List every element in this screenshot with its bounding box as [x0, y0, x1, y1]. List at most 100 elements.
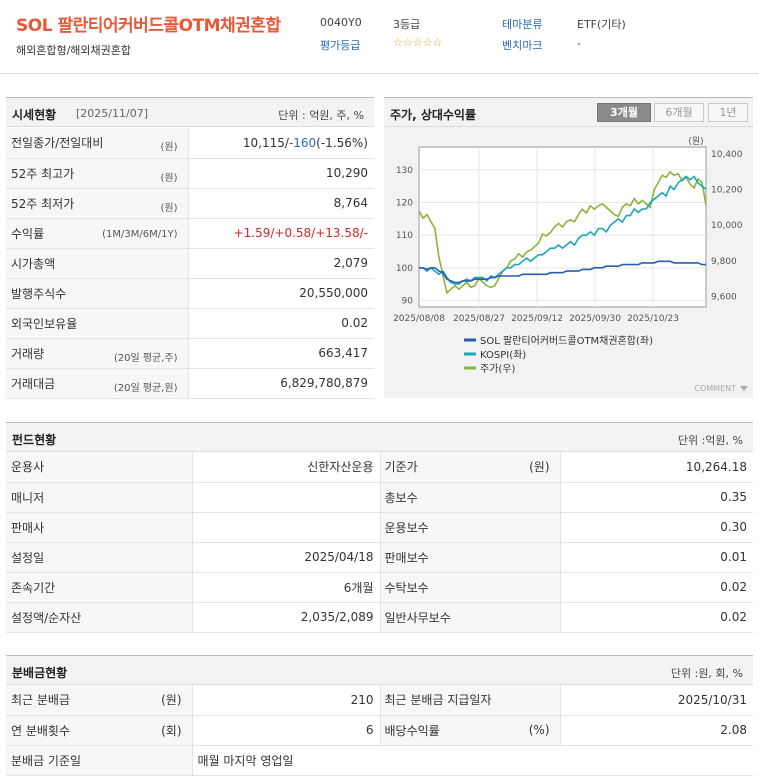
dividend-right-unit: (%): [500, 715, 561, 746]
price-unit: 단위 : 억원, 주, %: [278, 109, 364, 122]
fund-right-unit: [500, 482, 561, 513]
fund-right-label: 총보수: [380, 482, 500, 513]
price-row-label-cell: 외국인보유율: [6, 308, 189, 339]
dividend-section-title: 분배금현황: [12, 666, 68, 680]
price-row: 거래량 (20일 평균,주) 663,417: [6, 338, 374, 369]
dividend-left-unit: (원): [102, 685, 193, 716]
price-row-value: 663,417: [318, 346, 368, 360]
fund-right-unit: [500, 542, 561, 573]
fund-right-label: 기준가: [380, 452, 500, 483]
fund-right-label: 일반사무보수: [380, 602, 500, 633]
price-row: 거래대금 (20일 평균,원) 6,829,780,879: [6, 368, 374, 399]
fund-code: 0040Y0: [320, 16, 362, 29]
tab-6-months[interactable]: 6개월: [654, 103, 704, 122]
dividend-unit: 단위 :원, 회, %: [670, 667, 743, 680]
price-row-value-cell: 20,550,000: [188, 278, 374, 309]
benchmark-label[interactable]: 벤치마크: [502, 39, 543, 52]
price-row-value: +1.59/+0.58/+13.58/-: [233, 226, 368, 240]
chart-section-header: 주가, 상대수익률: [384, 97, 753, 127]
price-table: 전일종가/전일대비 (원) 10,115/-160(-1.56%) 52주 최고가 (원…: [6, 128, 374, 399]
dividend-left-value: 6: [192, 715, 381, 746]
fund-row: 설정일 2025/04/18 판매보수 0.01: [6, 542, 753, 573]
price-row-value-cell: 8,764: [188, 188, 374, 219]
fund-left-label: 매니저: [6, 482, 193, 513]
fund-right-value: 0.02: [560, 602, 753, 633]
fund-left-label: 운용사: [6, 452, 193, 483]
rating-label[interactable]: 평가등급: [320, 39, 361, 52]
theme-label[interactable]: 테마분류: [502, 18, 543, 31]
price-row-value: 10,290: [326, 166, 368, 180]
price-row-value: 6,829,780,879: [280, 376, 368, 390]
fund-left-label: 존속기간: [6, 572, 193, 603]
price-row-label-cell: 거래량 (20일 평균,주): [6, 338, 189, 369]
price-row-label: 발행주식수: [11, 286, 67, 301]
fund-right-label: 판매보수: [380, 542, 500, 573]
fund-row: 매니저 총보수 0.35: [6, 482, 753, 513]
price-row-value: 2,079: [333, 256, 368, 270]
price-row-label: 52주 최고가: [11, 166, 75, 181]
y-right-tick-label: 10,000: [711, 221, 743, 231]
dividend-base-label: 분배금 기준일: [6, 745, 193, 776]
fund-left-value: 신한자산운용: [192, 452, 381, 483]
price-row-label: 수익률: [11, 226, 45, 241]
price-row-label-cell: 52주 최저가 (원): [6, 188, 189, 219]
prev-close-value: 10,115: [242, 135, 285, 150]
comment-label: COMMENT: [694, 384, 736, 393]
fund-left-value: [192, 482, 381, 513]
comment-chevron-icon: [740, 386, 748, 391]
y-right-tick-label: 10,200: [711, 186, 743, 196]
price-row-value-cell: 2,079: [188, 248, 374, 279]
fund-row: 존속기간 6개월 수탁보수 0.02: [6, 572, 753, 603]
price-row-value: 8,764: [333, 196, 368, 210]
price-row-label-cell: 시가총액: [6, 248, 189, 279]
tab-3-months[interactable]: 3개월: [597, 103, 651, 122]
fund-right-unit: [500, 602, 561, 633]
price-row-label-cell: 발행주식수: [6, 278, 189, 309]
fund-right-unit: [500, 512, 561, 543]
price-row-label-cell: 수익률 (1M/3M/6M/1Y): [6, 218, 189, 249]
fund-left-value: 6개월: [192, 572, 381, 603]
price-row: 발행주식수 20,550,000: [6, 278, 374, 309]
series-line-1: [419, 175, 707, 285]
price-row-unit: (20일 평균,주): [113, 352, 178, 364]
fund-category: 해외혼합형/해외채권혼합: [16, 44, 132, 57]
dividend-right-label: 배당수익률: [380, 715, 500, 746]
dividend-right-label: 최근 분배금 지급일자: [380, 685, 500, 716]
price-row-unit: (원): [160, 142, 178, 153]
price-row-value: 0.02: [341, 316, 368, 330]
x-tick-label: 2025/09/12: [511, 314, 563, 324]
dividend-left-unit: (회): [102, 715, 193, 746]
price-row-unit: (20일 평균,원): [113, 382, 178, 394]
price-row-unit: (원): [160, 172, 178, 184]
dividend-left-label: 연 분배횟수: [6, 715, 102, 746]
prev-close-sep: /: [284, 135, 289, 150]
price-row-label-cell: 거래대금 (20일 평균,원): [6, 368, 189, 399]
y-right-tick-label: 10,400: [711, 150, 743, 160]
price-date: [2025/11/07]: [76, 107, 148, 120]
dividend-right-unit: [500, 685, 561, 716]
prev-close-change-pct: (-1.56%): [316, 135, 368, 150]
price-row-label-cell: 52주 최고가 (원): [6, 158, 189, 189]
fund-row: 운용사 신한자산운용 기준가 (원) 10,264.18: [6, 452, 753, 483]
price-row: 52주 최고가 (원) 10,290: [6, 158, 374, 189]
dividend-base-value: 매월 마지막 영업일: [192, 745, 753, 776]
legend-label: 주가(우): [480, 363, 516, 375]
fund-right-value: 0.30: [560, 512, 753, 543]
prev-close-change: -160: [288, 135, 317, 150]
fund-left-label: 판매사: [6, 512, 193, 543]
price-row-value-cell: 663,417: [188, 338, 374, 369]
series-line-2: [418, 170, 707, 295]
fund-right-label: 수탁보수: [380, 572, 500, 603]
y-left-tick-label: 120: [396, 199, 413, 209]
x-tick-label: 2025/08/08: [393, 314, 445, 324]
price-row-label-cell: 전일종가/전일대비 (원): [6, 128, 189, 159]
dividend-right-value: 2.08: [560, 715, 753, 746]
fund-left-label: 설정액/순자산: [6, 602, 193, 633]
benchmark-value: -: [577, 37, 581, 50]
fund-section-header: 펀드현황 단위 :억원, %: [6, 422, 753, 452]
price-row-value-cell: +1.59/+0.58/+13.58/-: [188, 218, 374, 249]
price-row-label: 52주 최저가: [11, 196, 75, 211]
price-section-header: 시세현황 [2025/11/07] 단위 : 억원, 주, %: [6, 97, 374, 127]
fund-unit: 단위 :억원, %: [677, 434, 743, 447]
tab-1-year[interactable]: 1년: [708, 103, 748, 122]
